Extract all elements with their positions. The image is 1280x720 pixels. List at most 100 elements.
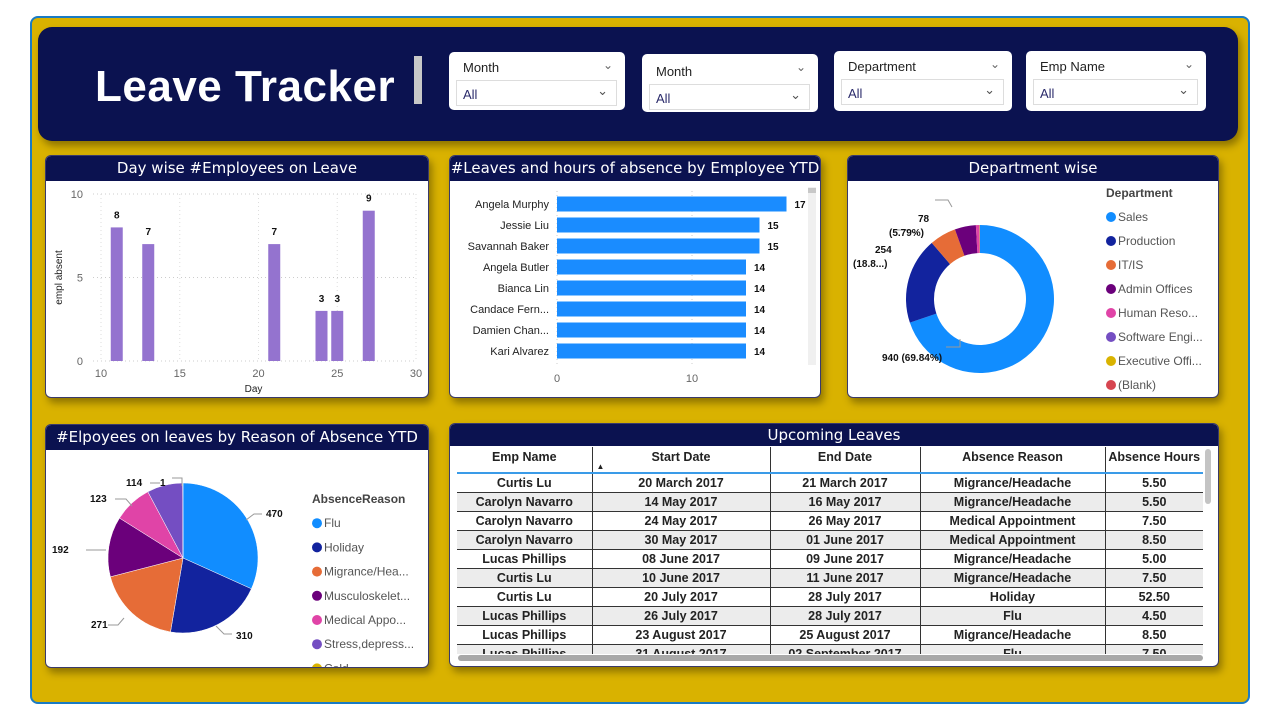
data-label: 7 (145, 227, 151, 238)
legend-item[interactable]: Cold (324, 661, 349, 668)
slicer-value: All (463, 87, 478, 102)
cell-emp-name: Lucas Phillips (457, 625, 593, 645)
bar[interactable] (557, 217, 760, 233)
data-label: 123 (90, 494, 107, 505)
donut-slice[interactable] (954, 225, 978, 256)
slicer-dropdown[interactable]: All ⌄ (456, 80, 617, 106)
legend-item[interactable]: Software Engi... (1118, 330, 1203, 344)
legend-item[interactable]: Flu (324, 516, 341, 530)
legend-item[interactable]: Migrance/Hea... (324, 565, 409, 579)
column-header-end-date[interactable]: End Date (770, 447, 921, 473)
bar[interactable] (331, 310, 344, 361)
legend-marker (312, 590, 322, 601)
vertical-scrollbar-track[interactable] (808, 187, 816, 365)
upcoming-leaves-table: Emp Name Start Date ▲ End Date Absence Re… (457, 447, 1203, 654)
bar[interactable] (315, 310, 328, 361)
legend-item[interactable]: Sales (1118, 210, 1148, 224)
category-label: Savannah Baker (468, 241, 550, 253)
legend-item[interactable]: Holiday (324, 540, 364, 554)
bar[interactable] (362, 210, 375, 361)
bar[interactable] (557, 259, 746, 275)
pie-slice[interactable] (107, 517, 184, 578)
legend-item[interactable]: Stress,depress... (324, 637, 414, 651)
panel-title: Upcoming Leaves (450, 424, 1218, 446)
legend-item[interactable]: Human Reso... (1118, 306, 1198, 320)
chevron-down-icon[interactable]: ⌄ (1183, 57, 1194, 71)
donut-slice[interactable] (931, 229, 965, 265)
bar[interactable] (557, 238, 760, 254)
donut-slice[interactable] (975, 225, 980, 254)
slicer-dropdown[interactable]: All ⌄ (841, 79, 1004, 105)
bar[interactable] (557, 301, 746, 317)
data-label: 15 (768, 242, 780, 253)
bar[interactable] (142, 244, 155, 361)
table-row[interactable]: Lucas Phillips 23 August 2017 25 August 20… (457, 625, 1203, 645)
slicer-dropdown[interactable]: All ⌄ (1033, 79, 1198, 105)
legend-marker (312, 663, 322, 667)
table-row[interactable]: Lucas Phillips 26 July 2017 28 July 2017 Fl… (457, 606, 1203, 626)
vertical-scrollbar-thumb[interactable] (808, 188, 816, 193)
cell-emp-name: Lucas Phillips (457, 644, 593, 654)
chevron-down-icon[interactable]: ⌄ (989, 57, 1000, 71)
donut-slice[interactable] (909, 225, 1054, 373)
column-header-absence-hours[interactable]: Absence Hours (1105, 447, 1203, 473)
slicer-dropdown[interactable]: All ⌄ (649, 84, 810, 110)
chevron-down-icon[interactable]: ⌄ (984, 83, 995, 98)
column-header-label: Emp Name (491, 450, 557, 464)
chevron-down-icon[interactable]: ⌄ (597, 84, 608, 99)
bar[interactable] (557, 322, 746, 338)
pie-slice[interactable] (170, 557, 252, 634)
slicer-emp-name[interactable]: Emp Name ⌄ All ⌄ (1026, 51, 1206, 111)
slicer-month-2[interactable]: Month ⌄ All ⌄ (642, 54, 818, 112)
horizontal-scrollbar[interactable] (458, 655, 1203, 661)
vertical-scrollbar[interactable] (1205, 449, 1211, 504)
bar[interactable] (268, 244, 281, 361)
leader-line (108, 617, 125, 626)
column-header-start-date[interactable]: Start Date ▲ (592, 447, 771, 473)
cell-end-date: 01 June 2017 (770, 530, 921, 550)
column-header-emp-name[interactable]: Emp Name (457, 447, 593, 473)
data-label: 271 (91, 620, 108, 631)
pie-slice[interactable] (182, 482, 259, 590)
table-row[interactable]: Lucas Phillips 08 June 2017 09 June 2017 Mi… (457, 549, 1203, 569)
data-label: 310 (236, 631, 253, 642)
legend-title: AbsenceReason (312, 492, 405, 506)
legend-item[interactable]: Medical Appo... (324, 613, 406, 627)
chevron-down-icon[interactable]: ⌄ (795, 60, 806, 74)
legend-item[interactable]: IT/IS (1118, 258, 1143, 272)
cell-start-date: 24 May 2017 (592, 511, 771, 531)
slicer-label: Month (463, 60, 500, 75)
sort-ascending-icon[interactable]: ▲ (596, 462, 605, 471)
x-tick-label: 25 (331, 368, 343, 380)
column-header-absence-reason[interactable]: Absence Reason (920, 447, 1106, 473)
legend-item[interactable]: Executive Offi... (1118, 354, 1202, 368)
legend-item[interactable]: (Blank) (1118, 378, 1156, 392)
table-row[interactable]: Carolyn Navarro 24 May 2017 26 May 2017 Med… (457, 511, 1203, 531)
chevron-down-icon[interactable]: ⌄ (790, 88, 801, 103)
cell-absence-reason: Migrance/Headache (920, 625, 1106, 645)
legend-item[interactable]: Musculoskelet... (324, 589, 410, 603)
legend-marker (312, 566, 322, 577)
slicer-month-1[interactable]: Month ⌄ All ⌄ (449, 52, 625, 110)
bar[interactable] (110, 227, 123, 361)
bar[interactable] (557, 280, 746, 296)
table-row[interactable]: Carolyn Navarro 30 May 2017 01 June 2017 Me… (457, 530, 1203, 550)
table-row[interactable]: Curtis Lu 20 July 2017 28 July 2017 Holiday… (457, 587, 1203, 607)
donut-slice[interactable] (906, 242, 951, 323)
table-row[interactable]: Curtis Lu 10 June 2017 11 June 2017 Migranc… (457, 568, 1203, 588)
page-title: Leave Tracker (95, 62, 396, 111)
table-row[interactable]: Carolyn Navarro 14 May 2017 16 May 2017 Mig… (457, 492, 1203, 512)
bar[interactable] (557, 196, 787, 212)
cell-end-date: 28 July 2017 (770, 606, 921, 626)
slicer-department[interactable]: Department ⌄ All ⌄ (834, 51, 1012, 111)
table-row[interactable]: Curtis Lu 20 March 2017 21 March 2017 Migra… (457, 473, 1203, 493)
table-viewport[interactable]: Emp Name Start Date ▲ End Date Absence Re… (457, 447, 1203, 654)
chevron-down-icon[interactable]: ⌄ (1178, 83, 1189, 98)
bar[interactable] (557, 343, 746, 359)
data-label: 14 (754, 347, 766, 358)
chevron-down-icon[interactable]: ⌄ (602, 58, 613, 72)
legend-item[interactable]: Production (1118, 234, 1175, 248)
legend-item[interactable]: Admin Offices (1118, 282, 1192, 296)
table-row[interactable]: Lucas Phillips 31 August 2017 02 September… (457, 644, 1203, 654)
pie-slice[interactable] (110, 557, 184, 633)
